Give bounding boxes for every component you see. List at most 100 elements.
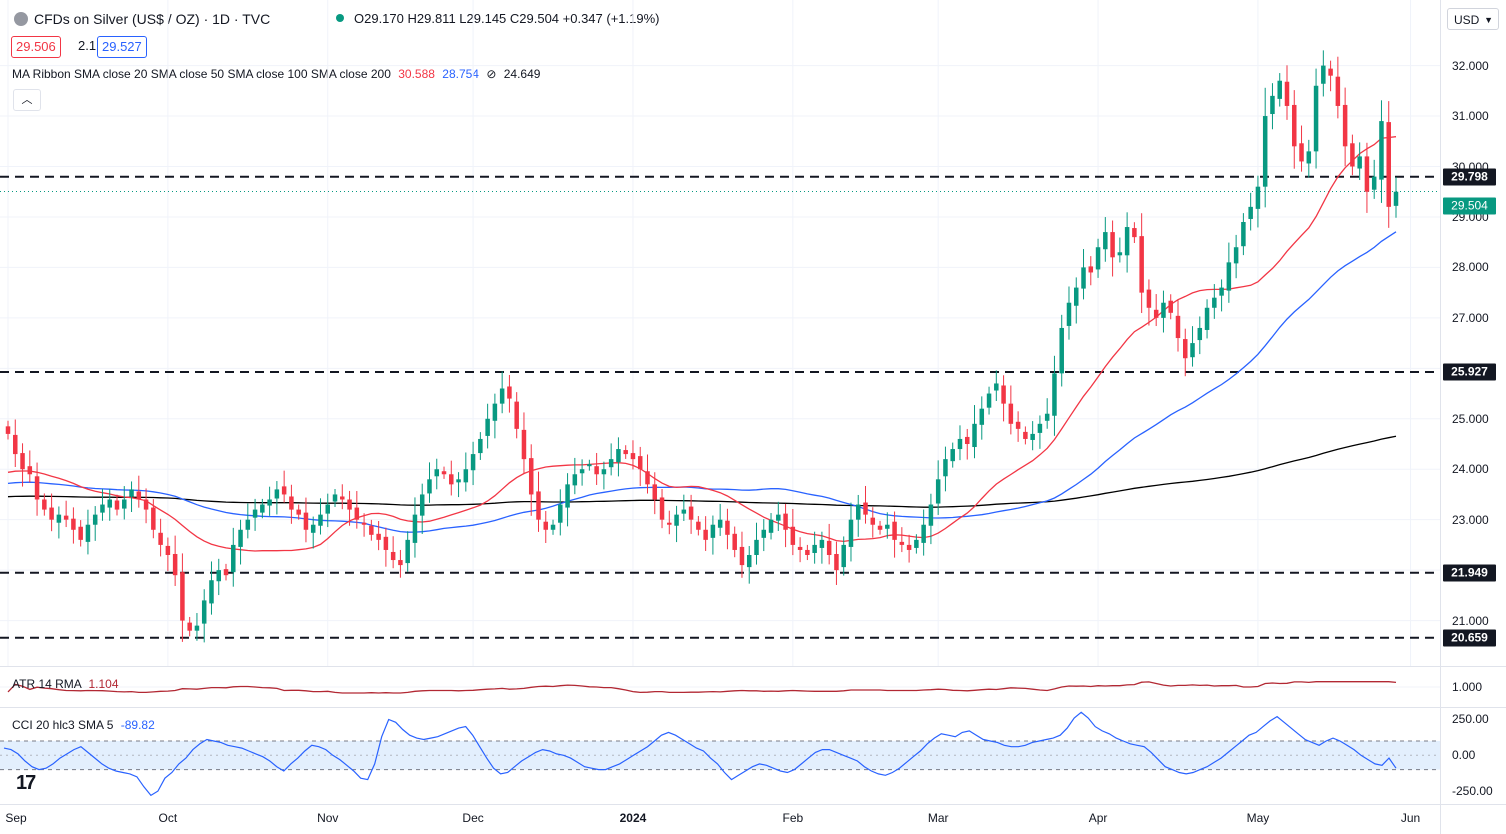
level-price-tag: 21.949 (1443, 564, 1496, 582)
candle-body (1110, 232, 1115, 258)
candle-body (398, 560, 403, 566)
candle-body (725, 520, 730, 535)
atr-legend[interactable]: ATR 14 RMA 1.104 (12, 677, 119, 691)
collapse-legend-button[interactable]: ︿ (13, 89, 41, 111)
candle-body (928, 504, 934, 526)
candle-body (914, 539, 919, 548)
ma50-value: 28.754 (442, 67, 479, 81)
candle-body (13, 434, 18, 455)
buy-price-button[interactable]: 29.527 (97, 36, 147, 58)
currency-label: USD (1454, 13, 1480, 27)
candle-body (848, 519, 854, 547)
ma200-value: 24.649 (503, 67, 541, 81)
candle-body (790, 526, 796, 545)
candle-body (209, 580, 214, 604)
candle-body (558, 504, 563, 523)
cci-legend[interactable]: CCI 20 hlc3 SMA 5 -89.82 (12, 718, 155, 732)
cci-tick-label: -250.00 (1452, 784, 1493, 799)
candle-body (885, 524, 890, 529)
ma-ribbon-legend[interactable]: MA Ribbon SMA close 20 SMA close 50 SMA … (12, 67, 540, 81)
candle-body (303, 512, 309, 530)
time-axis-border (0, 804, 1506, 805)
candle-body (1052, 373, 1057, 416)
candle-body (238, 529, 243, 547)
candle-body (1124, 227, 1130, 256)
candle-body (485, 418, 490, 436)
candle-body (20, 453, 25, 470)
candle-body (819, 539, 825, 548)
price-tick-label: 25.000 (1452, 411, 1489, 426)
price-tick-label: 32.000 (1452, 58, 1489, 73)
candle-body (354, 507, 360, 520)
candle-body (877, 525, 883, 530)
silver-symbol-icon (14, 12, 28, 26)
candle-body (114, 500, 120, 510)
candle-body (1262, 116, 1268, 187)
spread-value: 2.1 (78, 38, 97, 53)
candle-body (550, 524, 556, 530)
candle-body (950, 449, 955, 462)
candle-body (943, 459, 948, 477)
candle-body (499, 388, 505, 404)
candle-body (390, 551, 396, 561)
candle-body (1350, 143, 1355, 167)
candle-body (194, 625, 200, 631)
candle-body (863, 502, 868, 515)
candle-body (565, 484, 570, 508)
candle-body (579, 469, 585, 474)
sell-price-button[interactable]: 29.506 (11, 36, 61, 58)
price-chart[interactable] (0, 0, 1440, 666)
time-tick-label: Feb (782, 811, 804, 825)
time-tick-label: May (1246, 811, 1270, 825)
candle-body (165, 545, 171, 555)
candle-body (1073, 287, 1079, 306)
candle-body (1328, 68, 1333, 76)
candle-body (216, 570, 221, 582)
candle-body (855, 504, 861, 520)
pane-separator[interactable] (0, 666, 1506, 667)
candle-body (521, 429, 527, 460)
atr-value: 1.104 (88, 677, 119, 691)
candle-body (616, 449, 621, 463)
candle-body (783, 513, 788, 530)
level-price-tag: 25.927 (1443, 363, 1496, 381)
candle-body (1306, 151, 1312, 164)
candle-body (449, 474, 454, 485)
candle-body (826, 540, 832, 555)
candle-body (151, 507, 156, 530)
cci-tick-label: 0.00 (1452, 748, 1476, 763)
candle-body (935, 479, 941, 504)
candle-body (1095, 247, 1101, 270)
candle-body (739, 546, 745, 566)
candle-body (1270, 95, 1275, 115)
candle-body (979, 408, 985, 425)
currency-selector[interactable]: USD ▼ (1447, 8, 1499, 30)
time-tick-label: Oct (158, 811, 178, 825)
instrument-title[interactable]: CFDs on Silver (US$ / OZ) · 1D · TVC (14, 11, 270, 27)
candle-body (587, 464, 592, 467)
candle-body (543, 521, 549, 530)
sma200-line (7, 435, 1397, 508)
candle-body (419, 494, 425, 516)
candle-body (1066, 302, 1072, 326)
candle-body (1015, 421, 1021, 429)
price-tick-label: 27.000 (1452, 310, 1489, 325)
candle-body (899, 541, 905, 545)
candle-body (412, 514, 418, 543)
tradingview-logo-icon[interactable]: 17 (16, 772, 36, 794)
candle-body (892, 521, 897, 540)
candle-body (870, 517, 876, 525)
candle-body (158, 532, 163, 545)
candle-body (972, 423, 977, 448)
candle-body (456, 479, 461, 483)
candle-body (514, 401, 519, 429)
candle-body (463, 469, 469, 483)
candle-body (1335, 76, 1341, 106)
candle-body (42, 499, 47, 510)
candle-body (129, 489, 134, 497)
pane-separator[interactable] (0, 707, 1506, 708)
ohlc-values: O29.170 H29.811 L29.145 C29.504 +0.347 (… (354, 11, 660, 26)
candle-body (63, 515, 69, 520)
chevron-up-icon: ︿ (21, 94, 33, 106)
candle-body (1008, 403, 1014, 424)
